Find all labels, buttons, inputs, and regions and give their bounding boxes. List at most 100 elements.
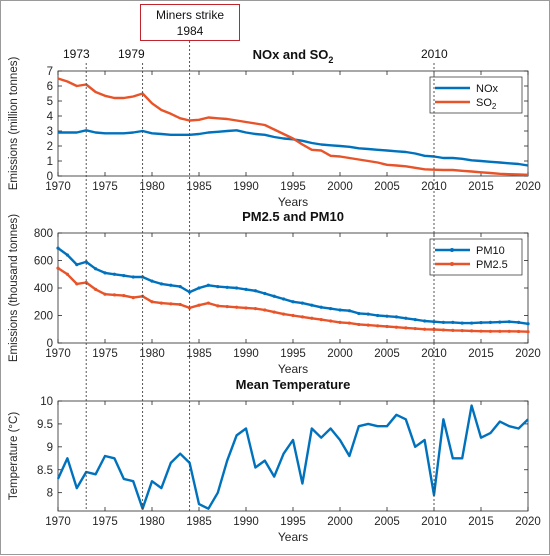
x-tick-label: 1995	[280, 516, 306, 528]
x-axis-label: Years	[278, 362, 308, 376]
data-point	[470, 321, 474, 325]
event-label-1973: 1973	[63, 47, 90, 61]
data-point	[357, 322, 361, 327]
data-point	[507, 329, 511, 333]
data-point	[432, 327, 436, 332]
data-point	[94, 287, 98, 291]
data-point	[131, 275, 135, 279]
series-line-temperature	[56, 404, 529, 510]
data-point	[300, 301, 304, 305]
x-tick-label: 1995	[280, 181, 306, 193]
data-point	[197, 286, 201, 290]
x-tick-label: 2020	[515, 516, 541, 528]
y-tick-label: 4	[47, 111, 54, 123]
data-point	[103, 292, 107, 296]
data-point	[122, 274, 126, 278]
y-tick-label: 9.5	[37, 419, 53, 431]
y-tick-label: 400	[34, 283, 53, 295]
data-point	[460, 321, 464, 325]
x-tick-label: 1980	[139, 348, 165, 360]
x-tick-label: 1990	[233, 516, 259, 528]
data-point	[253, 307, 257, 311]
x-tick-label: 2020	[515, 348, 541, 360]
data-point	[347, 321, 351, 325]
data-point	[441, 328, 445, 332]
data-point	[216, 285, 220, 289]
data-point	[169, 283, 173, 287]
event-label-2010: 2010	[421, 47, 448, 61]
chart-title: NOx and SO2	[253, 47, 334, 65]
data-point	[404, 326, 408, 330]
data-point	[253, 289, 257, 293]
data-point	[310, 316, 314, 320]
x-tick-label: 1970	[45, 181, 71, 193]
data-point	[338, 308, 342, 312]
data-point	[84, 260, 88, 264]
data-point	[488, 320, 492, 324]
data-point	[263, 291, 267, 296]
x-axis-label: Years	[278, 530, 308, 544]
x-tick-label: 1970	[45, 348, 71, 360]
chart-title: PM2.5 and PM10	[242, 209, 344, 224]
y-axis-label: Temperature (°C)	[8, 412, 20, 500]
data-point	[517, 320, 521, 324]
data-point	[366, 312, 370, 316]
y-tick-label: 200	[34, 311, 53, 323]
x-tick-label: 1990	[233, 181, 259, 193]
data-point	[451, 320, 455, 324]
y-tick-label: 7	[47, 66, 53, 78]
data-point	[169, 302, 173, 306]
data-point	[329, 319, 333, 323]
data-point	[385, 314, 389, 318]
data-point	[451, 328, 455, 332]
x-tick-label: 1990	[233, 348, 259, 360]
data-point	[347, 309, 351, 313]
x-tick-label: 2000	[327, 516, 353, 528]
data-point	[178, 285, 182, 289]
data-point	[206, 283, 210, 287]
data-point	[376, 324, 380, 328]
legend-label: PM2.5	[476, 259, 508, 271]
x-tick-label: 1975	[92, 181, 118, 193]
series-line-nox	[58, 129, 529, 167]
data-point	[188, 290, 192, 294]
y-tick-label: 5	[47, 96, 53, 108]
axes-box	[57, 400, 529, 512]
data-point	[94, 267, 98, 271]
x-tick-label: 1975	[92, 516, 118, 528]
series-line-so2	[57, 77, 529, 176]
legend-box	[429, 238, 523, 276]
data-point	[65, 272, 69, 276]
data-point	[441, 320, 445, 324]
x-tick-label: 1980	[139, 516, 165, 528]
legend-box	[429, 76, 523, 114]
data-point	[394, 325, 398, 329]
data-point	[432, 320, 436, 324]
annotation-line-1: Miners strike	[155, 8, 224, 22]
y-tick-label: 8.5	[37, 465, 53, 477]
x-axis-label: Years	[278, 195, 308, 209]
data-point	[131, 296, 135, 300]
x-tick-label: 2015	[468, 181, 494, 193]
data-point	[498, 329, 502, 333]
data-point	[366, 323, 370, 327]
y-tick-label: 600	[34, 256, 53, 268]
legend-label: NOx	[476, 83, 499, 95]
y-axis-label: Emissions (million tonnes)	[8, 57, 20, 191]
data-point	[526, 322, 530, 326]
data-point	[122, 293, 126, 298]
x-tick-label: 2000	[327, 348, 353, 360]
y-tick-label: 3	[47, 126, 53, 138]
data-point	[460, 329, 464, 333]
legend-marker	[450, 248, 454, 252]
y-tick-label: 6	[47, 81, 53, 93]
x-tick-label: 2015	[468, 516, 494, 528]
data-point	[235, 305, 239, 309]
data-point	[225, 285, 229, 289]
data-point	[498, 320, 502, 324]
data-point	[385, 324, 389, 329]
x-tick-label: 1985	[186, 516, 212, 528]
legend-label: SO2	[476, 97, 497, 111]
